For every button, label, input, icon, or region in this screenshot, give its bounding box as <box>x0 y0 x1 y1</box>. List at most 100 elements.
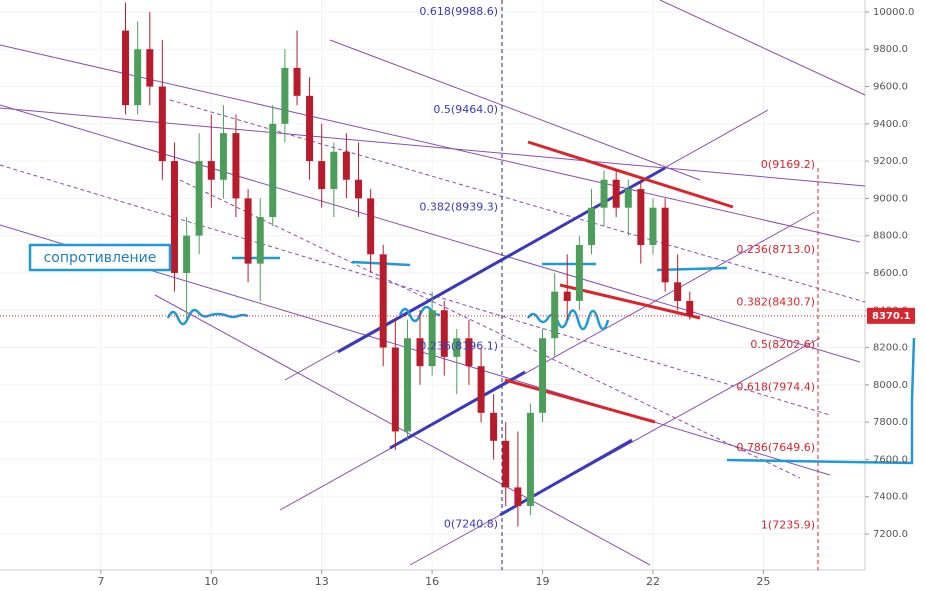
candle-body <box>330 151 338 190</box>
x-tick-label: 19 <box>536 575 550 588</box>
y-tick-label: 8600.0 <box>873 268 908 279</box>
x-tick-label: 25 <box>756 575 770 588</box>
fib-label: 0.5(8202.6) <box>750 338 815 351</box>
trend-line <box>0 104 861 363</box>
candle-body <box>281 67 289 124</box>
candle-body <box>649 207 657 246</box>
candle-body <box>306 95 314 162</box>
y-tick-label: 7400.0 <box>873 492 908 503</box>
y-tick-label: 7200.0 <box>873 529 908 540</box>
grid <box>0 0 869 574</box>
fib-label: 0.382(8430.7) <box>736 296 815 309</box>
y-tick-label: 9200.0 <box>873 156 908 167</box>
level-line <box>656 266 728 272</box>
wave-line <box>526 309 610 331</box>
candle-body <box>219 133 227 180</box>
candle-body <box>588 207 596 246</box>
y-tick-label: 8000.0 <box>873 380 908 391</box>
trend-line <box>0 164 831 416</box>
candle-body <box>170 161 178 273</box>
candle-body <box>158 86 166 162</box>
trend-line <box>279 211 816 511</box>
level-line <box>726 337 916 465</box>
channel-line <box>527 140 734 209</box>
candle-body <box>342 151 350 180</box>
x-tick-label: 7 <box>97 575 104 588</box>
annotation-box <box>28 243 172 272</box>
fib-label: 1(7235.9) <box>761 518 815 531</box>
y-tick-label: 9600.0 <box>873 82 908 93</box>
fib-label: 0.236(8713.0) <box>736 243 815 256</box>
candle-body <box>379 254 387 348</box>
candle-body <box>600 179 608 208</box>
candle-body <box>539 338 547 413</box>
candle-body <box>416 338 424 367</box>
labels: 7200.07400.07600.07800.08000.08200.08400… <box>97 5 915 588</box>
y-tick-label: 9400.0 <box>873 119 908 130</box>
last-price-box <box>867 307 915 324</box>
y-tick-label: 8800.0 <box>873 231 908 242</box>
candle-body <box>195 161 203 236</box>
candle-body <box>465 338 473 367</box>
fib-label: 0.618(7974.4) <box>736 381 815 394</box>
candle-body <box>440 310 448 357</box>
trend-line <box>0 107 866 187</box>
wave-line <box>166 308 249 326</box>
candle-body <box>146 49 154 87</box>
candle-body <box>661 207 669 283</box>
channel-line <box>559 283 701 320</box>
fib-label: 0.382(8939.3) <box>419 201 498 214</box>
candle-body <box>514 487 522 507</box>
annotation: сопротивление <box>44 250 157 266</box>
fib-label: 0.786(7649.6) <box>736 441 815 454</box>
trend-line <box>169 99 866 303</box>
y-tick-label: 9000.0 <box>873 193 908 204</box>
candle-body <box>637 189 645 246</box>
candle-body <box>293 67 301 96</box>
candles <box>0 2 865 527</box>
trend-line <box>329 39 701 181</box>
candle-body <box>477 366 485 413</box>
trend-lines <box>0 0 916 570</box>
y-tick-label: 7800.0 <box>873 417 908 428</box>
y-tick-label: 10000.0 <box>873 7 914 18</box>
fib-label: 0.236(8196.1) <box>419 339 498 352</box>
trend-line <box>0 44 861 243</box>
candle-body <box>256 217 264 264</box>
candle-body <box>134 49 142 106</box>
candle-body <box>490 412 498 441</box>
candle-body <box>686 300 694 316</box>
y-tick-label: 8200.0 <box>873 343 908 354</box>
candle-body <box>624 189 632 208</box>
candle-body <box>674 282 682 301</box>
x-tick-label: 16 <box>425 575 439 588</box>
candle-body <box>183 235 191 273</box>
candle-body <box>428 310 436 367</box>
candle-body <box>232 133 240 199</box>
candle-body <box>575 245 583 301</box>
x-tick-label: 13 <box>315 575 329 588</box>
candle-body <box>612 179 620 208</box>
candle-body <box>526 412 534 507</box>
trend-line <box>179 179 801 479</box>
trend-line <box>154 294 651 566</box>
candle-body <box>403 338 411 432</box>
candle-body <box>269 123 277 218</box>
channel-line <box>389 370 526 450</box>
candle-body <box>551 291 559 339</box>
candle-body <box>122 30 130 106</box>
fib-label: 0(9169.2) <box>761 158 815 171</box>
channel-line <box>504 378 656 424</box>
candle-body <box>367 198 375 255</box>
candle-body <box>318 161 326 190</box>
fib-label: 0(7240.8) <box>444 517 498 530</box>
candle-body <box>355 179 363 199</box>
last-price-label: 8370.1 <box>872 311 911 322</box>
fib-label: 0.618(9988.6) <box>419 5 498 18</box>
candle-body <box>453 338 461 357</box>
x-tick-label: 22 <box>646 575 660 588</box>
fib-label: 0.5(9464.0) <box>433 103 498 116</box>
channel-line <box>499 438 633 517</box>
y-tick-label: 9800.0 <box>873 44 908 55</box>
